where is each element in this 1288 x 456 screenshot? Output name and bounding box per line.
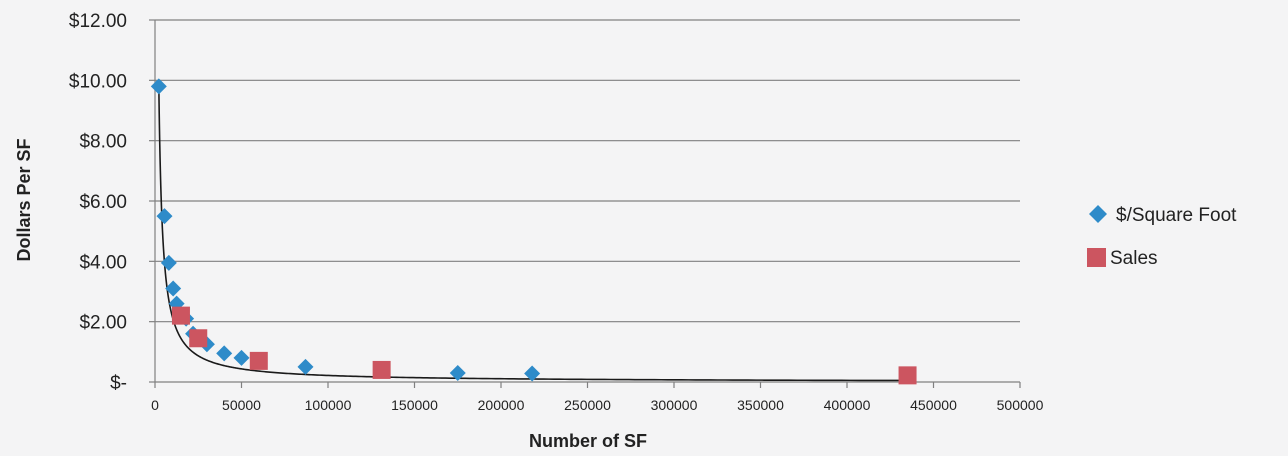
point-square-foot	[297, 358, 314, 375]
x-tick-label: 400000	[824, 397, 871, 413]
axes	[149, 19, 1021, 388]
x-tick-label: 450000	[910, 397, 957, 413]
y-tick-label: $8.00	[79, 132, 127, 153]
legend-label-sales: Sales	[1110, 248, 1158, 269]
x-tick-label: 100000	[305, 397, 352, 413]
y-tick-label: $-	[110, 373, 127, 394]
point-square-foot	[165, 280, 182, 297]
y-tick-label: $6.00	[79, 192, 127, 213]
point-square-foot	[150, 78, 167, 95]
x-tick-label: 500000	[997, 397, 1044, 413]
x-tick-label: 50000	[222, 397, 261, 413]
y-axis-title: Dollars Per SF	[14, 138, 34, 261]
x-tick-label: 250000	[564, 397, 611, 413]
data-points	[150, 78, 917, 385]
point-sales	[189, 329, 208, 348]
x-tick-label: 300000	[651, 397, 698, 413]
x-tick-label: 150000	[391, 397, 438, 413]
legend-label-square-foot: $/Square Foot	[1116, 205, 1237, 226]
y-tick-label: $10.00	[69, 71, 127, 92]
trendline	[158, 84, 908, 382]
y-tick-label: $4.00	[79, 252, 127, 273]
legend: $/Square Foot Sales	[1087, 205, 1237, 269]
point-square-foot	[160, 254, 177, 271]
y-tick-label: $2.00	[79, 313, 127, 334]
legend-diamond-marker	[1089, 205, 1107, 223]
point-sales	[372, 360, 391, 379]
point-square-foot	[233, 349, 250, 366]
point-square-foot	[524, 365, 541, 382]
trendline-layer	[158, 84, 908, 382]
point-sales	[898, 366, 917, 385]
point-square-foot	[156, 208, 173, 225]
point-sales	[249, 351, 268, 370]
x-tick-label: 200000	[478, 397, 525, 413]
point-sales	[171, 306, 190, 325]
tick-labels: $- $2.00 $4.00 $6.00 $8.00 $10.00 $12.00 0 50000…	[69, 11, 1044, 413]
point-square-foot	[449, 364, 466, 381]
legend-item-sales: Sales	[1087, 248, 1158, 269]
x-tick-label: 0	[151, 397, 159, 413]
x-axis-title: Number of SF	[529, 431, 647, 451]
y-tick-label: $12.00	[69, 11, 127, 32]
legend-square-marker	[1087, 248, 1106, 267]
x-tick-label: 350000	[737, 397, 784, 413]
point-square-foot	[216, 345, 233, 362]
gridlines	[155, 19, 1020, 323]
legend-item-square-foot: $/Square Foot	[1089, 205, 1237, 226]
